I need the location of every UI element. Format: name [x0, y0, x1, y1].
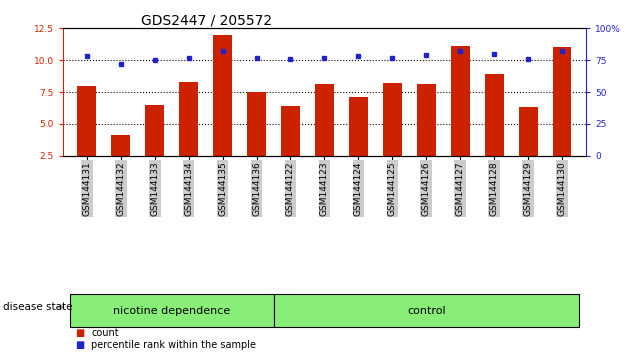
Bar — [281, 106, 300, 156]
Text: ■: ■ — [76, 328, 85, 338]
Text: percentile rank within the sample: percentile rank within the sample — [91, 341, 256, 350]
Bar — [451, 46, 469, 156]
Bar — [553, 47, 571, 156]
Bar — [180, 82, 198, 156]
Bar — [417, 84, 436, 156]
Bar — [247, 92, 266, 156]
Bar — [146, 105, 164, 156]
Text: count: count — [91, 328, 119, 338]
Bar — [213, 35, 232, 156]
Bar — [383, 83, 402, 156]
Bar — [485, 74, 503, 156]
Text: GDS2447 / 205572: GDS2447 / 205572 — [141, 13, 273, 27]
Text: control: control — [407, 306, 445, 316]
Text: ■: ■ — [76, 341, 85, 350]
Bar — [519, 107, 537, 156]
Text: disease state: disease state — [3, 302, 72, 312]
Bar — [112, 135, 130, 156]
Bar — [349, 97, 368, 156]
Bar — [77, 86, 96, 156]
Bar — [315, 84, 334, 156]
Text: nicotine dependence: nicotine dependence — [113, 306, 231, 316]
